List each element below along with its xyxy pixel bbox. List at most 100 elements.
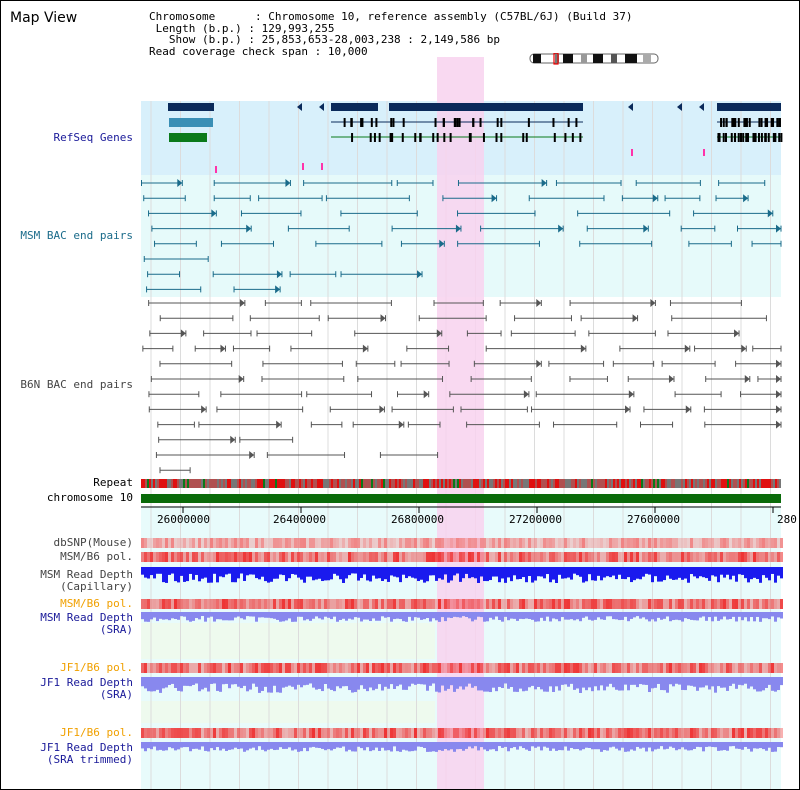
jf1-depth-sra-bar bbox=[339, 677, 342, 689]
jf1-depth-trimmed-bar bbox=[195, 742, 198, 749]
dbsnp-cell bbox=[237, 538, 240, 548]
jf1-depth-trimmed-bar bbox=[276, 742, 279, 750]
repeat-segment bbox=[185, 479, 187, 488]
msm-pol-cell bbox=[279, 599, 282, 609]
dbsnp-cell bbox=[426, 538, 429, 548]
msm-pol-cell bbox=[207, 599, 210, 609]
msm-pol-cell bbox=[417, 599, 420, 609]
jf1-depth-sra-bar bbox=[603, 677, 606, 691]
jf1-pol-cell bbox=[606, 728, 609, 738]
label-msm-b6-pol-1: MSM/B6 pol. bbox=[60, 550, 133, 563]
jf1-depth-sra-bar bbox=[771, 677, 774, 691]
dbsnp-cell bbox=[276, 538, 279, 548]
jf1-depth-trimmed-bar bbox=[708, 742, 711, 747]
jf1-pol-cell bbox=[531, 728, 534, 738]
msm-depth-capillary-bar bbox=[594, 567, 597, 581]
repeat-segment bbox=[367, 479, 369, 488]
jf1-depth-sra-bar bbox=[348, 677, 351, 691]
msm-pol-cell bbox=[678, 599, 681, 609]
jf1-depth-sra-bar bbox=[549, 677, 552, 687]
msm-pol-cell bbox=[204, 552, 207, 562]
repeat-segment bbox=[179, 479, 181, 488]
jf1-depth-sra-bar bbox=[696, 677, 699, 691]
msm-pol-cell bbox=[171, 599, 174, 609]
refseq-exon bbox=[496, 118, 499, 127]
refseq-exon bbox=[442, 118, 445, 127]
msm-pol-cell bbox=[228, 599, 231, 609]
repeat-segment bbox=[611, 479, 613, 488]
dbsnp-cell bbox=[750, 538, 753, 548]
dbsnp-cell bbox=[324, 538, 327, 548]
repeat-segment bbox=[317, 479, 319, 488]
msm-depth-sra-bar bbox=[774, 612, 777, 622]
jf1-depth-trimmed-bar bbox=[348, 742, 351, 750]
dbsnp-cell bbox=[720, 538, 723, 548]
jf1-pol-cell bbox=[366, 663, 369, 673]
msm-depth-sra-bar bbox=[405, 612, 408, 622]
refseq-exon bbox=[748, 118, 751, 127]
msm-depth-sra-bar bbox=[672, 612, 675, 621]
msm-depth-sra-bar bbox=[354, 612, 357, 618]
b6n-bac-pair-arrow bbox=[776, 405, 781, 414]
refseq-exon bbox=[758, 118, 761, 127]
repeat-segment bbox=[429, 479, 431, 488]
jf1-pol-cell bbox=[690, 663, 693, 673]
jf1-depth-sra-bar bbox=[669, 677, 672, 685]
msm-depth-sra-bar bbox=[432, 612, 435, 619]
chromosome-ideogram[interactable] bbox=[529, 53, 661, 65]
jf1-pol-cell bbox=[594, 663, 597, 673]
dbsnp-cell bbox=[258, 538, 261, 548]
dbsnp-cell bbox=[609, 538, 612, 548]
jf1-depth-trimmed-bar bbox=[390, 742, 393, 752]
msm-depth-sra-bar bbox=[282, 612, 285, 622]
msm-depth-capillary-bar bbox=[492, 567, 495, 577]
msm-depth-capillary-bar bbox=[675, 567, 678, 580]
msm-depth-capillary-bar bbox=[696, 567, 699, 579]
msm-depth-capillary-bar bbox=[219, 567, 222, 577]
jf1-depth-sra-bar bbox=[750, 677, 753, 687]
msm-pol-cell bbox=[330, 599, 333, 609]
msm-depth-sra-bar bbox=[573, 612, 576, 621]
msm-pol-cell bbox=[402, 552, 405, 562]
dbsnp-cell bbox=[777, 538, 780, 548]
repeat-segment bbox=[483, 479, 485, 488]
repeat-segment bbox=[293, 479, 295, 488]
refseq-exon bbox=[553, 133, 556, 142]
repeat-segment bbox=[389, 479, 391, 488]
msm-depth-sra-bar bbox=[417, 612, 420, 618]
msm-depth-sra-bar bbox=[210, 612, 213, 617]
chromosome-key: Chromosome bbox=[149, 10, 216, 23]
msm-pol-cell bbox=[606, 552, 609, 562]
msm-pol-cell bbox=[150, 552, 153, 562]
msm-pol-cell bbox=[564, 599, 567, 609]
jf1-depth-trimmed-bar bbox=[510, 742, 513, 749]
dbsnp-cell bbox=[564, 538, 567, 548]
jf1-pol-cell bbox=[672, 728, 675, 738]
msm-pol-cell bbox=[147, 552, 150, 562]
msm-pol-cell bbox=[153, 552, 156, 562]
jf1-pol-cell bbox=[489, 663, 492, 673]
msm-depth-sra-bar bbox=[357, 612, 360, 618]
msm-depth-capillary-bar bbox=[684, 567, 687, 579]
repeat-segment bbox=[723, 479, 725, 488]
repeat-segment bbox=[727, 479, 729, 488]
b6n-bac-pair-arrow bbox=[238, 375, 244, 383]
jf1-pol-cell bbox=[675, 663, 678, 673]
jf1-pol-cell bbox=[261, 663, 264, 673]
jf1-pol-cell bbox=[297, 663, 300, 673]
msm-pol-cell bbox=[426, 552, 429, 562]
jf1-depth-trimmed-bar bbox=[303, 742, 306, 748]
msm-depth-capillary-bar bbox=[417, 567, 420, 582]
msm-depth-capillary-bar bbox=[243, 567, 246, 581]
msm-pol-cell bbox=[708, 552, 711, 562]
msm-depth-sra-bar bbox=[276, 612, 279, 620]
jf1-depth-trimmed-bar bbox=[411, 742, 414, 752]
jf1-pol-cell bbox=[768, 728, 771, 738]
msm-pol-cell bbox=[612, 599, 615, 609]
label-jf1-depth-trimmed: JF1 Read Depth (SRA trimmed) bbox=[40, 741, 133, 766]
msm-pol-cell bbox=[642, 599, 645, 609]
repeat-segment bbox=[143, 479, 145, 488]
jf1-depth-sra-bar bbox=[561, 677, 564, 685]
msm-depth-sra-bar bbox=[324, 612, 327, 617]
jf1-depth-trimmed-bar bbox=[522, 742, 525, 749]
